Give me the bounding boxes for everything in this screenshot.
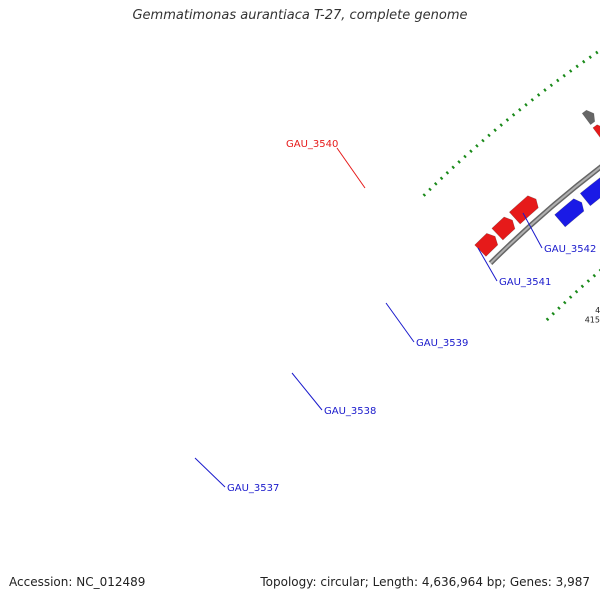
label-leader-line bbox=[291, 372, 323, 411]
backbone bbox=[488, 164, 600, 265]
gene-arrow-red bbox=[491, 216, 516, 241]
gene-arrow-red bbox=[592, 124, 600, 138]
tick-label: 4153 kbp bbox=[595, 306, 600, 315]
gene-label: GAU_3542 bbox=[544, 244, 596, 255]
label-leader-line bbox=[194, 457, 226, 488]
features bbox=[474, 109, 600, 257]
gene-arrow-red bbox=[508, 195, 539, 225]
gene-label: GAU_3537 bbox=[227, 483, 279, 494]
label-leader-line bbox=[522, 212, 543, 249]
gene-arrow-blue bbox=[554, 198, 585, 228]
gene-arrow-gray bbox=[581, 109, 596, 126]
gene-arrow-blue bbox=[579, 177, 600, 207]
gene-arrow-red bbox=[474, 233, 499, 257]
label-leader-line bbox=[477, 247, 498, 282]
map-title: Gemmatimonas aurantiaca T-27, complete g… bbox=[132, 8, 468, 23]
accession-text: Accession: NC_012489 bbox=[9, 575, 146, 589]
genome-info-text: Topology: circular; Length: 4,636,964 bp… bbox=[260, 575, 590, 589]
backbone-arc-outer bbox=[488, 164, 600, 265]
outer-dotted-arc bbox=[422, 48, 600, 197]
gene-label: GAU_3541 bbox=[499, 277, 551, 288]
backbone-arc-inner bbox=[489, 166, 600, 264]
gene-labels: GAU_3540 GAU_3537 GAU_3538 GAU_3539 GAU_3541… bbox=[194, 139, 596, 494]
scale-ticks: 4152 kbp4153 kbp4154 kbp4155 kbp4156 kbp… bbox=[585, 306, 600, 325]
gene-label: GAU_3539 bbox=[416, 338, 468, 349]
tick-label: 4152 kbp bbox=[585, 315, 600, 324]
label-leader-line bbox=[385, 302, 415, 343]
gene-label: GAU_3538 bbox=[324, 406, 376, 417]
gene-label: GAU_3540 bbox=[286, 139, 338, 150]
label-leader-line bbox=[336, 147, 366, 189]
